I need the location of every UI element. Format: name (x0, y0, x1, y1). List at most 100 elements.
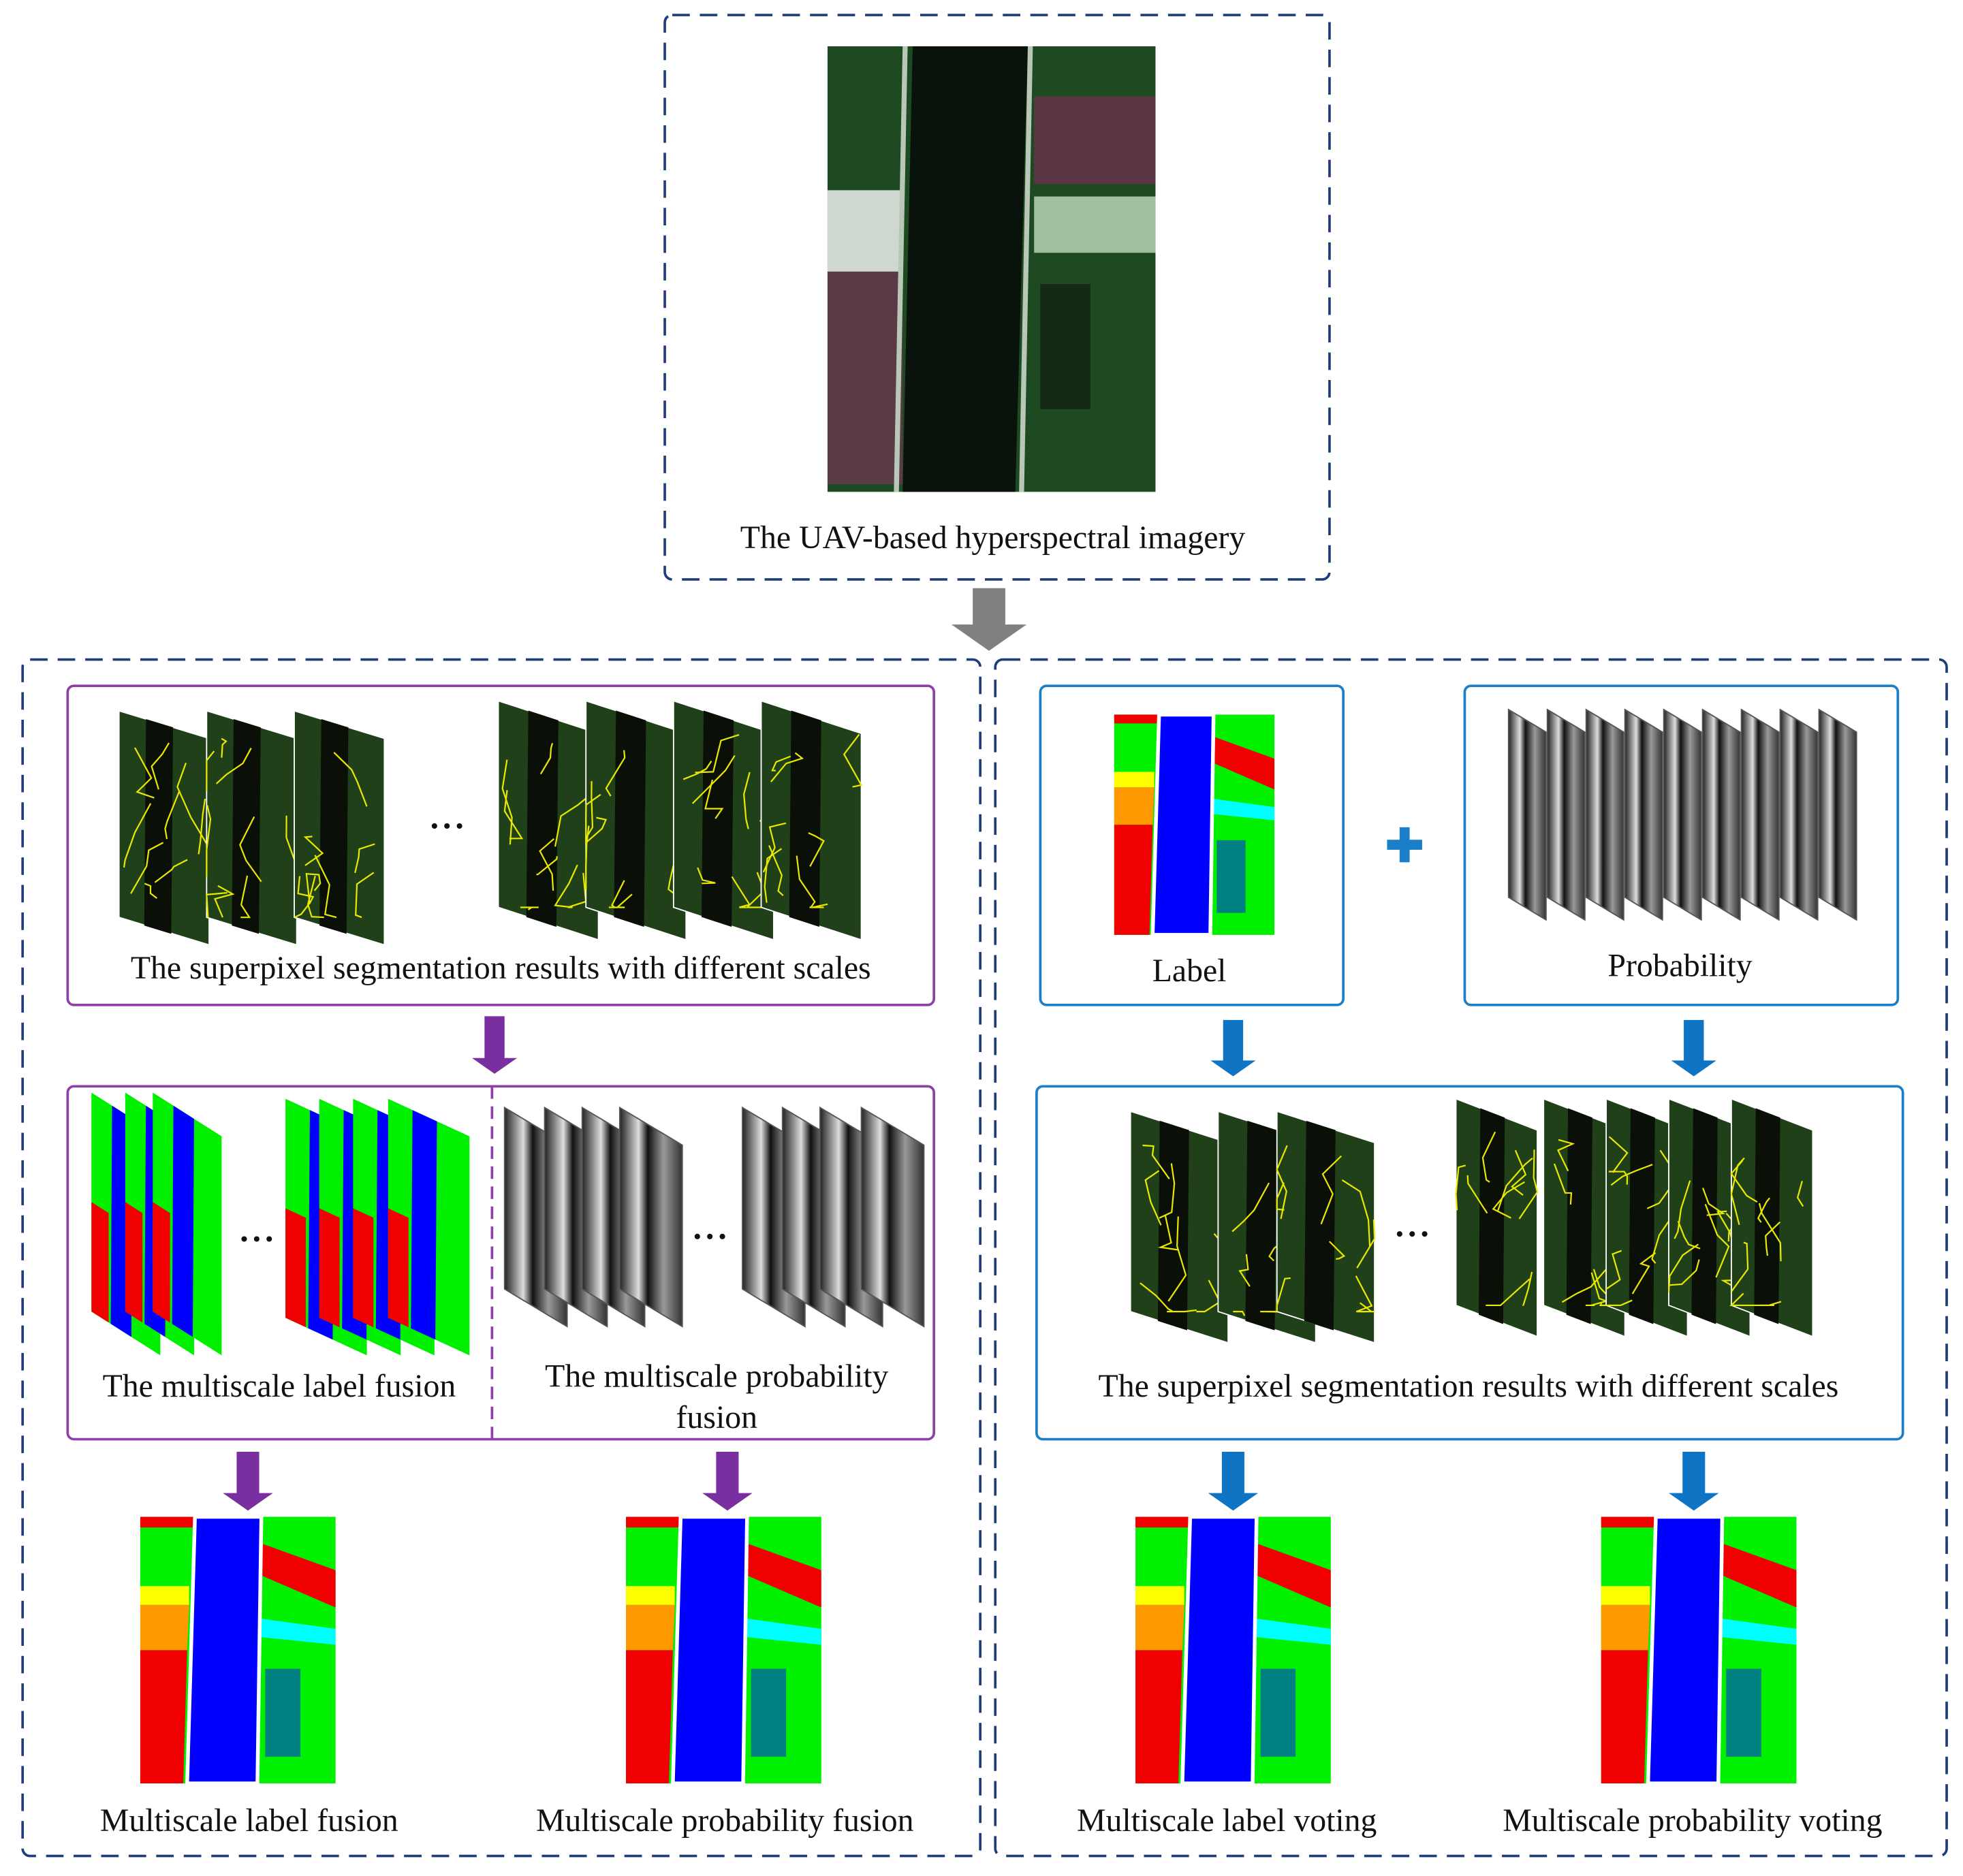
segment-boundary (1276, 1145, 1288, 1220)
segment-boundary (355, 872, 375, 919)
output-caption: Multiscale label voting (1077, 1802, 1377, 1839)
segment-boundary (305, 873, 321, 891)
ellipsis-dot (719, 1233, 725, 1239)
slice-river (1245, 1120, 1277, 1331)
segment-boundary (808, 832, 825, 867)
slice-river (1157, 1120, 1189, 1331)
flow-arrow (1669, 1451, 1719, 1511)
segment-boundary (585, 793, 601, 844)
output-caption: Multiscale probability voting (1503, 1802, 1882, 1839)
segment-boundary (697, 867, 716, 885)
classification-map (626, 1514, 821, 1785)
class-region (626, 1516, 681, 1528)
segment-boundary (1757, 1197, 1770, 1223)
segment-boundary (134, 747, 155, 799)
segmentation-box (66, 684, 935, 1006)
segment-boundary (1238, 1254, 1251, 1287)
slice-river (614, 710, 646, 927)
segment-boundary (704, 779, 724, 819)
ellipsis-dot (444, 823, 450, 829)
class-region (257, 1618, 336, 1645)
river (1180, 1514, 1259, 1785)
class-region (1601, 1586, 1650, 1605)
segment-boundary (1606, 1299, 1633, 1307)
segment-boundary (1631, 1252, 1656, 1294)
segment-boundary (206, 750, 215, 791)
segment-boundary (1556, 1139, 1575, 1172)
segment-boundary (536, 856, 558, 876)
slice-class (91, 1202, 109, 1323)
field (827, 271, 903, 485)
segment-boundary (691, 754, 736, 804)
slice-river (526, 710, 559, 927)
segment-boundary (682, 760, 712, 780)
segment-boundary (1233, 1311, 1246, 1316)
bank (894, 46, 908, 492)
segment-boundary (164, 790, 180, 840)
segment-boundary (1668, 1259, 1700, 1286)
segment-boundary (1522, 1271, 1533, 1307)
segment-boundary (1481, 1131, 1496, 1183)
slice-class (353, 1208, 374, 1328)
class-region (1253, 1618, 1331, 1645)
segment-boundary (809, 903, 828, 908)
probability-slice (1507, 708, 1547, 921)
segment-boundary (1758, 1203, 1782, 1262)
flow-arrow (1671, 1019, 1716, 1077)
segment-boundary (608, 880, 625, 908)
class-region (1216, 840, 1246, 913)
segment-boundary (554, 797, 588, 847)
segment-boundary (764, 848, 783, 903)
segment-boundary (1731, 1241, 1749, 1292)
segment-boundary (303, 836, 324, 866)
class-region (140, 1650, 187, 1783)
slice-class (319, 1208, 340, 1328)
segment-boundary (1167, 1309, 1197, 1313)
probability-slice (1663, 708, 1702, 921)
segment-boundary (297, 876, 315, 904)
class-region (1718, 1618, 1797, 1645)
river (902, 46, 1028, 492)
bank (1019, 46, 1033, 492)
segment-boundary (1674, 1180, 1691, 1239)
segment-boundary (743, 772, 751, 829)
class-region (1726, 1668, 1761, 1757)
segment-boundary (1760, 1301, 1782, 1307)
river (185, 1514, 264, 1785)
slice-river (172, 1105, 194, 1337)
class-region (1601, 1516, 1656, 1528)
segment-boundary (130, 842, 164, 894)
probability-slice (618, 1106, 683, 1328)
segment-boundary (762, 822, 787, 873)
segment-boundary (1455, 1164, 1466, 1211)
segment-boundary (151, 742, 170, 790)
classification-map (140, 1514, 336, 1785)
ellipsis-dot (694, 1233, 700, 1239)
ellipsis-dot (253, 1236, 260, 1242)
class-region (626, 1586, 675, 1605)
class-region (140, 1586, 189, 1605)
ellipsis-dot (456, 823, 462, 829)
slice-class (125, 1202, 143, 1323)
segment-boundary (123, 803, 152, 868)
output-caption: Multiscale probability fusion (536, 1802, 914, 1839)
class-region (626, 1650, 673, 1783)
slice-class (153, 1202, 170, 1323)
segment-boundary (1196, 1279, 1221, 1313)
slice-river (1691, 1108, 1718, 1324)
slice-river (411, 1110, 437, 1340)
segment-boundary (731, 876, 751, 908)
field (827, 190, 903, 272)
segment-boundary (1140, 1282, 1174, 1313)
classification-map (1135, 1514, 1331, 1785)
flow-arrow (223, 1451, 273, 1511)
segment-boundary (206, 805, 212, 878)
classification-map (1601, 1514, 1797, 1785)
slice-river (232, 719, 261, 934)
segment-boundary (1466, 1175, 1488, 1214)
class-region (265, 1668, 301, 1757)
segment-boundary (1359, 1302, 1375, 1313)
segment-boundary (585, 816, 608, 844)
segment-boundary (1328, 1241, 1346, 1260)
